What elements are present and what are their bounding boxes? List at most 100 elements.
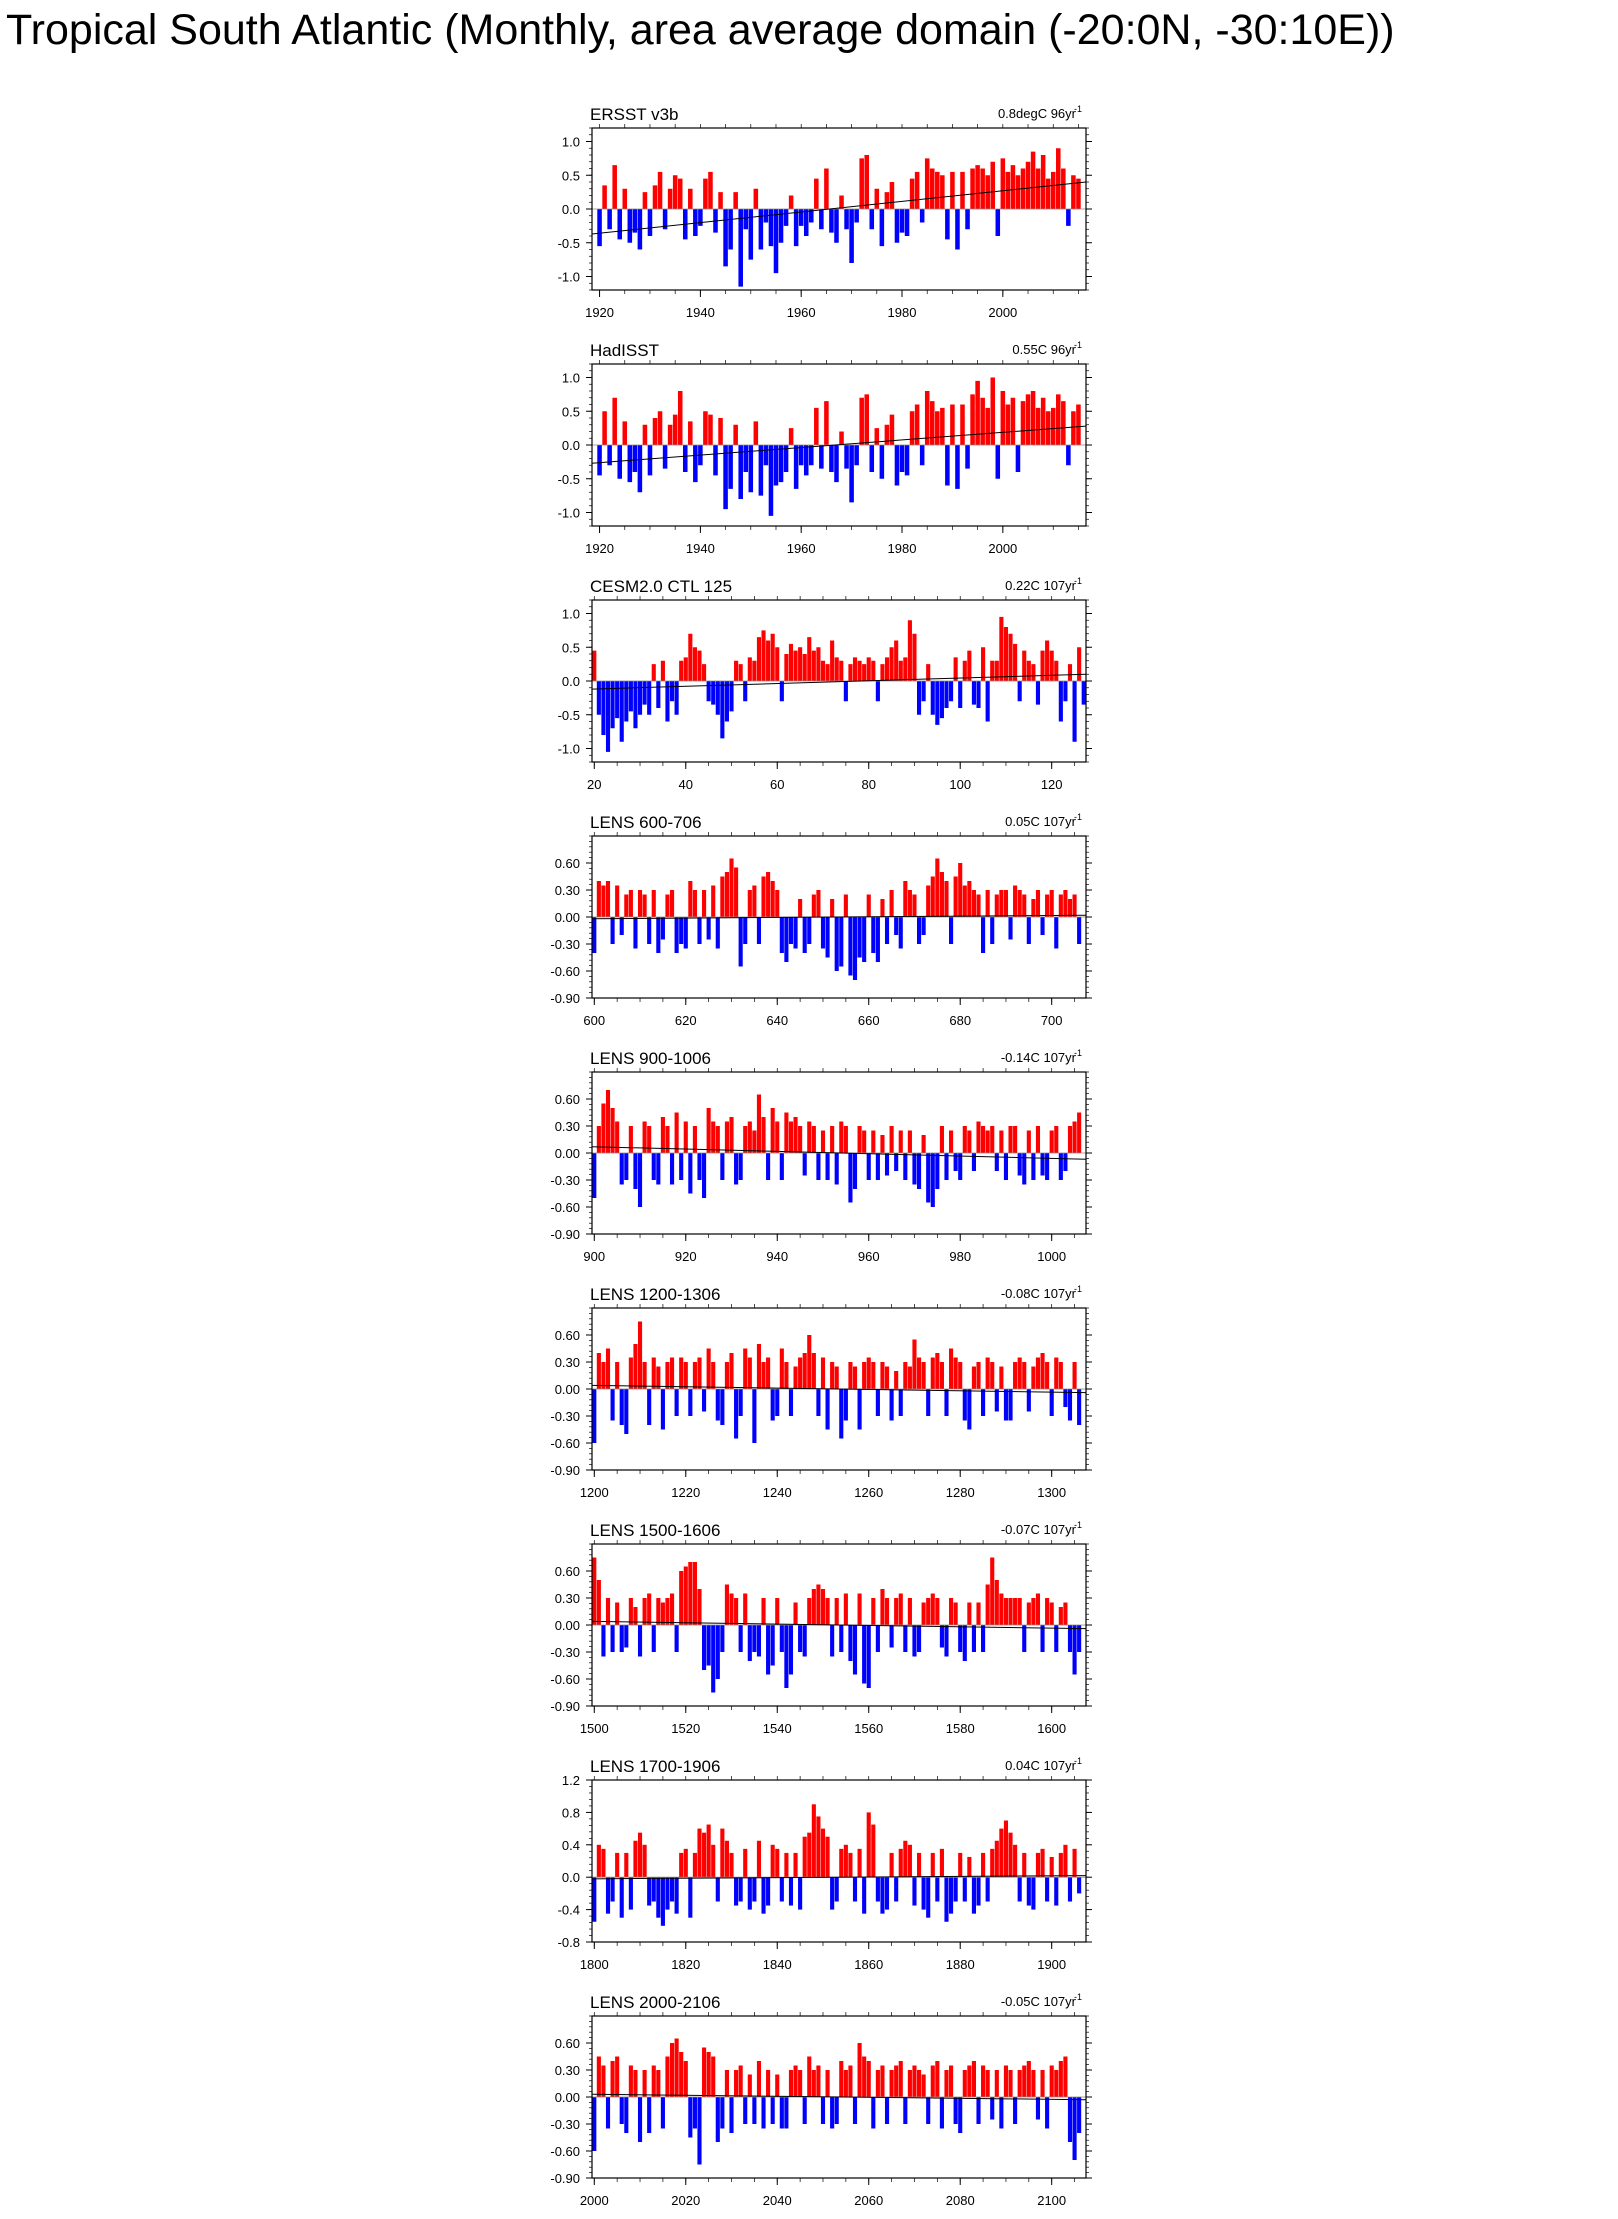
positive-bar (784, 1112, 789, 1153)
x-tick-label: 2020 (671, 2193, 700, 2208)
positive-bar (880, 2065, 885, 2097)
x-tick-label: 1000 (1037, 1249, 1066, 1264)
negative-bar (627, 445, 633, 483)
negative-bar (728, 445, 733, 489)
negative-bar (912, 1625, 917, 1657)
positive-bar (816, 1584, 821, 1625)
y-tick-label: -0.5 (558, 472, 580, 487)
negative-bar (1022, 1625, 1027, 1652)
negative-bar (866, 1625, 871, 1688)
positive-bar (770, 1844, 775, 1878)
negative-bar (693, 445, 698, 483)
positive-bar (692, 1852, 697, 1878)
positive-bar (1058, 1607, 1063, 1625)
positive-bar (912, 2065, 917, 2097)
negative-bar (965, 445, 970, 469)
positive-bar (871, 1598, 876, 1625)
positive-bar (793, 2065, 798, 2097)
positive-bar (1017, 1598, 1022, 1625)
positive-bar (770, 1108, 775, 1153)
positive-bar (994, 1580, 999, 1625)
negative-bar (656, 917, 661, 953)
x-tick-label: 1580 (946, 1721, 975, 1736)
positive-bar (1026, 1602, 1031, 1625)
negative-bar (971, 1877, 976, 1914)
positive-bar (1017, 1357, 1022, 1389)
negative-bar (1035, 2097, 1041, 2120)
positive-bar (990, 377, 996, 445)
positive-bar (903, 657, 908, 682)
negative-bar (1040, 1625, 1045, 1652)
positive-bar (820, 1828, 826, 1878)
positive-bar (734, 867, 739, 917)
x-tick-label: 900 (583, 1249, 605, 1264)
negative-bar (834, 1153, 839, 1185)
positive-bar (660, 660, 665, 681)
positive-bar (612, 397, 617, 445)
positive-bar (843, 894, 848, 917)
positive-bar (830, 640, 835, 681)
positive-bar (903, 1840, 908, 1878)
positive-bar (747, 657, 752, 682)
positive-bar (1049, 1602, 1054, 1625)
y-tick-label: -0.90 (550, 1699, 580, 1714)
negative-bar (926, 1153, 931, 1203)
positive-bar (679, 1852, 684, 1878)
negative-bar (674, 1877, 679, 1914)
positive-bar (912, 894, 917, 917)
negative-bar (766, 1877, 771, 1906)
negative-bar (999, 2097, 1004, 2129)
positive-bar (669, 890, 675, 917)
negative-bar (784, 1625, 789, 1688)
trend-unit-superscript: -1 (1074, 812, 1082, 822)
negative-bar (605, 1877, 611, 1914)
positive-bar (884, 1598, 890, 1625)
positive-bar (724, 1362, 729, 1389)
positive-bar (706, 1348, 711, 1389)
positive-bar (1015, 175, 1021, 209)
negative-bar (889, 1389, 894, 1421)
y-tick-label: 0.0 (562, 1870, 580, 1885)
negative-bar (1045, 2097, 1050, 2129)
negative-bar (619, 917, 624, 935)
positive-bar (657, 171, 663, 210)
negative-bar (819, 209, 824, 230)
positive-bar (633, 2070, 638, 2097)
negative-bar (651, 1153, 656, 1180)
negative-bar (848, 1625, 853, 1661)
y-tick-label: -0.5 (558, 236, 580, 251)
positive-bar (871, 1824, 876, 1878)
positive-bar (962, 660, 967, 681)
negative-bar (683, 917, 688, 949)
y-tick-label: 1.2 (562, 1773, 580, 1788)
negative-bar (904, 209, 910, 236)
positive-bar (1026, 1130, 1031, 1153)
positive-bar (871, 1362, 876, 1389)
negative-bar (729, 681, 734, 712)
negative-bar (899, 209, 905, 233)
x-tick-label: 1940 (686, 305, 715, 320)
positive-bar (622, 188, 628, 209)
positive-bar (811, 894, 816, 917)
negative-bar (619, 2097, 624, 2124)
negative-bar (958, 1153, 963, 1180)
positive-bar (612, 165, 617, 210)
negative-bar (852, 2097, 858, 2124)
negative-bar (1017, 681, 1022, 702)
positive-bar (975, 380, 980, 446)
positive-bar (962, 885, 967, 917)
negative-bar (869, 209, 875, 230)
positive-bar (1026, 2061, 1031, 2097)
negative-bar (628, 681, 633, 712)
negative-bar (1063, 1389, 1068, 1407)
positive-bar (756, 1094, 762, 1153)
positive-bar (1067, 1126, 1073, 1153)
negative-bar (976, 2097, 981, 2124)
negative-bar (830, 2097, 835, 2129)
negative-bar (715, 681, 720, 715)
negative-bar (763, 445, 769, 466)
trend-unit-superscript: -1 (1074, 340, 1082, 350)
negative-bar (802, 917, 807, 953)
negative-bar (985, 1877, 990, 1902)
positive-bar (874, 188, 880, 209)
